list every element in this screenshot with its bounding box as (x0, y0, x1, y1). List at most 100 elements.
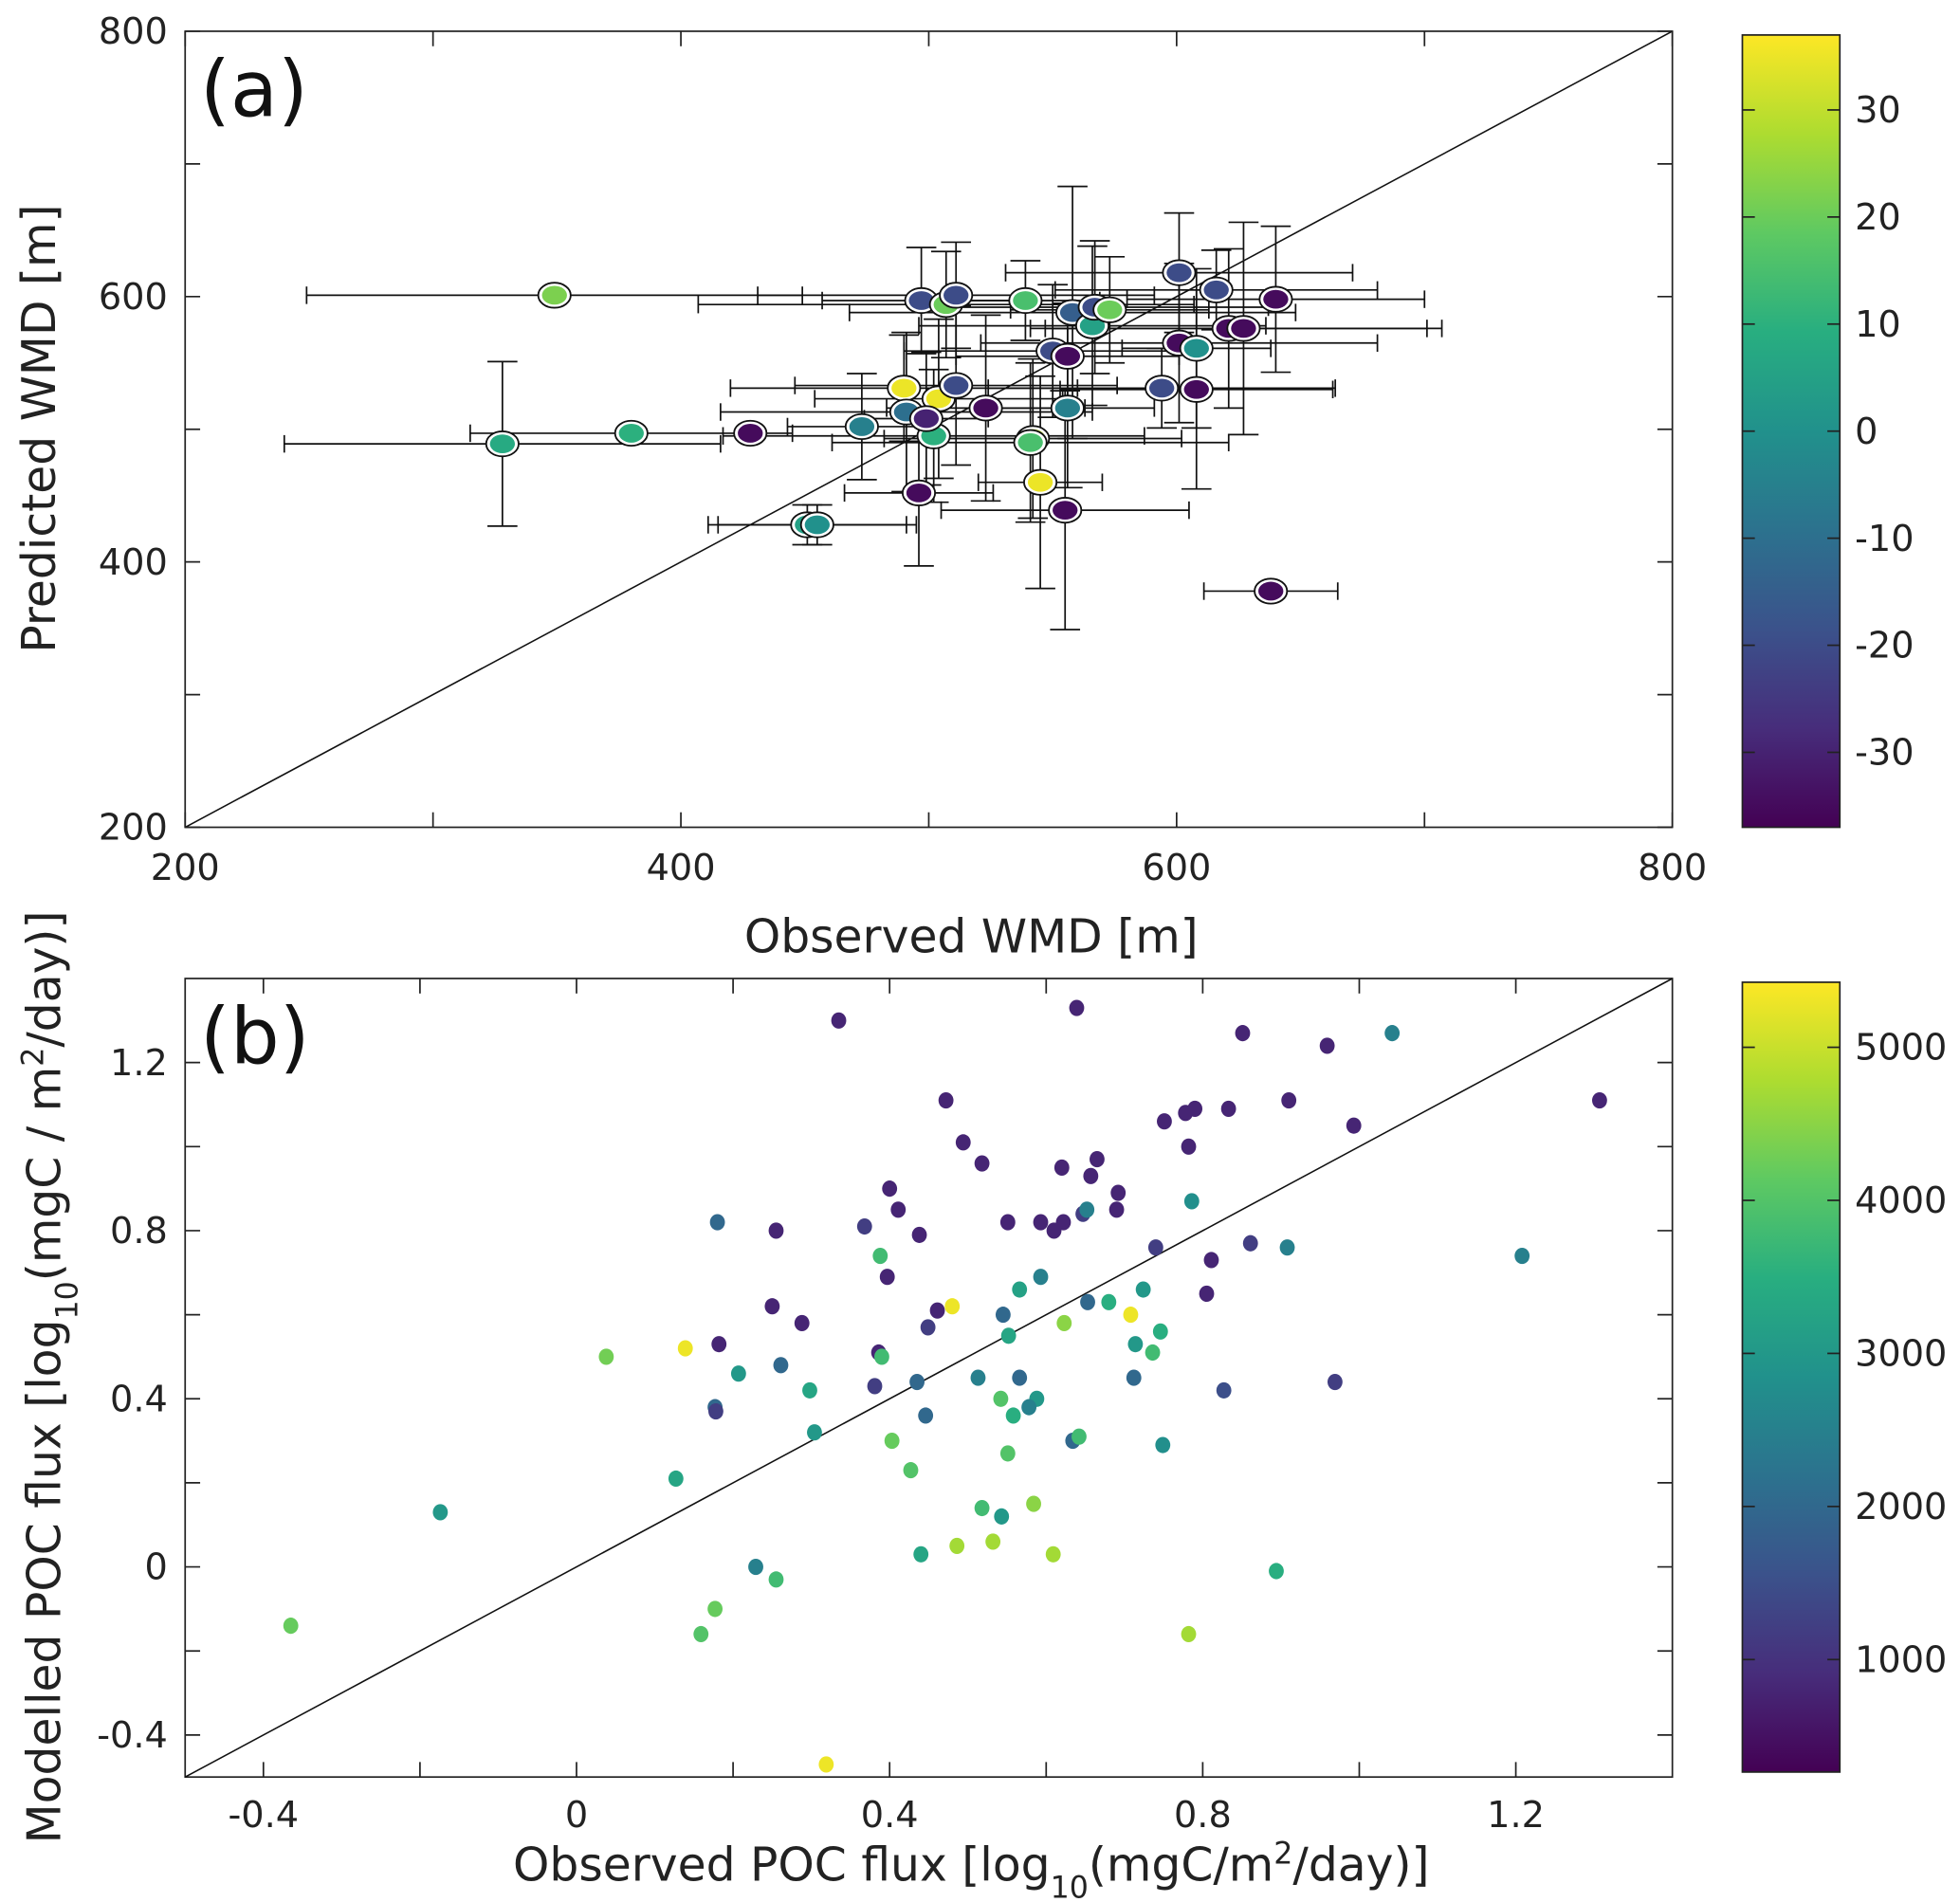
data-point (1123, 1307, 1139, 1324)
one-to-one-line (184, 978, 1674, 1778)
data-point (707, 1600, 724, 1618)
data-point (738, 424, 763, 443)
data-point (1263, 289, 1289, 309)
data-point (995, 1307, 1011, 1324)
data-point (1203, 1252, 1219, 1269)
y-axis-label-part: /day)] (18, 911, 71, 1048)
data-point (1152, 1323, 1168, 1340)
y-tick-label: 600 (99, 277, 168, 319)
colorbar-tick-label: 5000 (1855, 1028, 1947, 1070)
data-point (541, 285, 567, 305)
data-point (831, 1012, 847, 1029)
x-axis-label: Observed POC flux [log10(mgC/m2/day)] (513, 1838, 1430, 1902)
data-point (1220, 1100, 1236, 1117)
data-point (856, 1217, 872, 1235)
data-point (1216, 1381, 1232, 1399)
data-point (867, 1378, 883, 1395)
data-point (1053, 501, 1078, 520)
data-point (913, 1545, 929, 1563)
panel-label: (a) (200, 46, 308, 136)
data-point (1145, 1344, 1161, 1362)
data-point (1327, 1373, 1343, 1391)
data-point (802, 1381, 817, 1399)
data-point (970, 1369, 986, 1386)
y-axis-label: Predicted WMD [m] (13, 204, 66, 652)
data-point (1242, 1234, 1258, 1252)
data-point (944, 1298, 961, 1315)
data-point (1054, 398, 1081, 418)
data-point (974, 1155, 990, 1172)
data-point (804, 515, 831, 535)
data-point (677, 1340, 693, 1357)
x-tick-label: 1.2 (1487, 1795, 1545, 1837)
data-point (1147, 1239, 1163, 1256)
data-point (1181, 1138, 1197, 1155)
data-point (1013, 291, 1038, 310)
data-point (1183, 1193, 1200, 1210)
data-point (1231, 319, 1256, 338)
data-point (1108, 1201, 1125, 1218)
data-point (1000, 1327, 1017, 1344)
data-point (1384, 1025, 1401, 1042)
data-point (1178, 1105, 1194, 1122)
data-point (748, 1559, 763, 1576)
y-tick-label: 0 (144, 1547, 167, 1589)
data-point (955, 1134, 971, 1151)
data-point (668, 1470, 684, 1488)
x-tick-label: 0.8 (1174, 1795, 1232, 1837)
colorbar-tick-label: 10 (1855, 304, 1901, 346)
data-point (1033, 1269, 1049, 1286)
y-tick-label: 0.8 (110, 1211, 168, 1253)
colorbar-tick-label: -20 (1855, 626, 1914, 668)
data-point (911, 1226, 927, 1243)
data-point (1097, 300, 1123, 320)
x-axis-label-part: (mgC/m (1089, 1839, 1273, 1893)
data-point (1203, 280, 1229, 300)
y-axis-label-part: 2 (16, 1048, 50, 1067)
panel-b: -0.4 0 0.4 0.8 1.2 -0.4 0 0.4 0.8 1.2 (b) 5000 4000 3… (16, 911, 1947, 1902)
data-point (1235, 1025, 1251, 1042)
colorbar (1741, 34, 1841, 829)
data-point (711, 1336, 727, 1353)
data-point (1135, 1281, 1151, 1298)
data-point (618, 424, 644, 443)
data-point (879, 1269, 895, 1286)
data-point (1157, 1113, 1172, 1130)
data-point (891, 378, 917, 398)
data-point (1199, 1285, 1215, 1303)
data-point (1027, 472, 1053, 492)
x-tick-label: 400 (647, 848, 716, 889)
data-point (1072, 1428, 1087, 1445)
data-point (973, 398, 998, 418)
colorbar-tick-label: 2000 (1855, 1487, 1947, 1528)
data-point (1045, 1545, 1061, 1563)
data-point (1514, 1247, 1530, 1265)
data-point (1005, 1407, 1021, 1424)
y-axis-label-part: (mgC / m (18, 1067, 71, 1281)
data-point (994, 1508, 1010, 1525)
colorbar-tick-label: 3000 (1855, 1334, 1947, 1376)
data-point (1090, 1151, 1105, 1168)
data-point (938, 1091, 954, 1109)
data-point (1281, 1091, 1297, 1109)
data-point (943, 285, 969, 305)
colorbar-tick-label: 1000 (1855, 1639, 1947, 1681)
data-point (1012, 1369, 1028, 1386)
data-point (709, 1214, 725, 1231)
data-point (913, 409, 940, 429)
data-point (920, 1319, 936, 1336)
data-point (849, 417, 875, 436)
data-point (1183, 338, 1209, 358)
x-tick-label: 0 (565, 1795, 588, 1837)
data-point (730, 1365, 746, 1382)
data-point (1258, 581, 1284, 601)
data-point (1591, 1091, 1607, 1109)
data-point (874, 1348, 889, 1365)
data-point (1069, 999, 1085, 1016)
data-point (1053, 1159, 1070, 1177)
y-tick-label: 400 (99, 542, 168, 584)
x-tick-label: 600 (1142, 848, 1211, 889)
x-axis-label-part: /day)] (1292, 1839, 1429, 1893)
data-point (1021, 1399, 1037, 1416)
data-point (1269, 1563, 1284, 1580)
